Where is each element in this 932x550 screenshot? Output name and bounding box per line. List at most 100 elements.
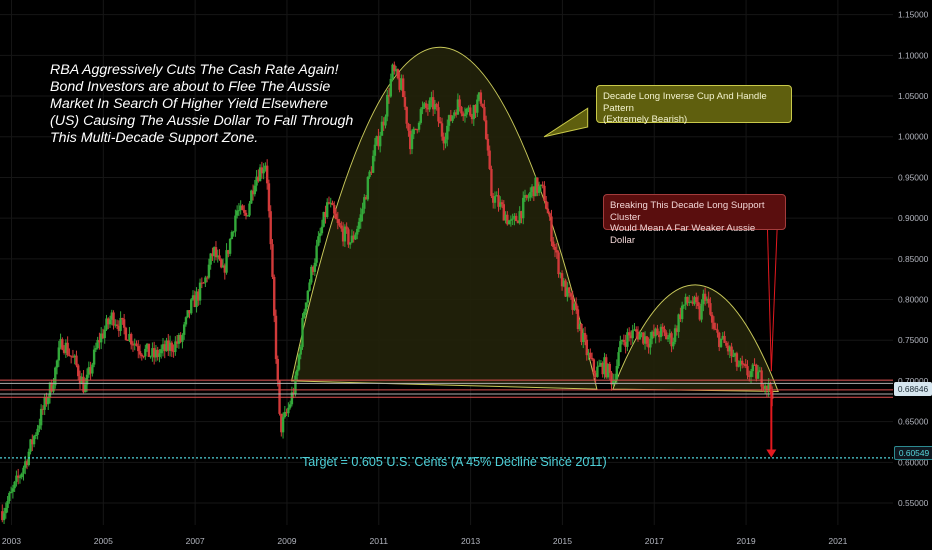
candle-body [389,78,392,97]
y-tick-label: 1.15000 [898,10,929,20]
candle-body [520,211,523,219]
candle-body [43,397,46,410]
candle-body [25,461,29,466]
candle-body [20,473,23,478]
commentary-text: RBA Aggressively Cuts The Cash Rate Agai… [50,62,353,147]
commentary-line: Market In Search Of Higher Yield Elsewhe… [50,96,328,112]
candle-body [560,273,564,287]
candle-body [304,302,308,312]
candle-body [594,373,597,377]
candle-body [227,250,230,254]
candle-body [433,104,437,110]
candle-body [144,348,147,357]
y-tick-label: 1.00000 [898,132,929,142]
candle-body [580,323,583,343]
candle-body [387,94,391,97]
candle-body [497,195,500,207]
cup-pattern-callout[interactable]: Decade Long Inverse Cup And Handle Patte… [596,85,792,125]
candle-body [469,107,472,116]
candle-body [243,209,246,213]
candle-body [463,114,467,117]
candle-body [334,213,338,220]
candle-body [631,330,634,339]
y-tick-label: 0.95000 [898,172,929,182]
candle-body [55,360,59,368]
candle-body [735,353,739,367]
candle-body [557,252,560,275]
candle-body [665,332,668,340]
candle-body [476,99,479,113]
candle-body [755,364,758,379]
candle-body [24,461,27,468]
candle-body [573,303,576,310]
candle-body [424,103,428,108]
candle-body [470,115,474,120]
candle-body [149,356,152,358]
candle-body [313,262,317,272]
support-cluster-callout[interactable]: Breaking This Decade Long Support Cluste… [603,194,786,246]
candle-body [137,346,140,352]
candle-body [216,255,219,258]
candle-body [398,78,401,90]
candle-body [751,364,754,372]
candle-body [237,210,241,212]
candle-body [322,211,325,227]
candle-body [652,331,656,337]
candle-body [689,301,693,303]
candle-body [483,107,486,121]
candle-body [41,408,45,410]
candle-body [744,364,747,367]
candle-body [1,511,4,521]
candle-body [299,347,302,355]
candle-body [122,319,126,328]
candle-body [294,375,297,395]
candle-body [207,264,211,278]
candle-body [710,314,714,323]
candle-body [138,351,142,355]
candle-body [234,215,237,232]
candle-body [495,195,498,197]
candle-body [430,97,433,101]
candle-body [725,342,728,346]
candle-body [91,364,94,374]
down-arrow-head [766,449,777,458]
candle-body [702,293,705,304]
candle-body [728,346,732,352]
axes: 0.55000 0.60000 0.65000 0.70000 0.75000 0.800… [2,10,929,546]
candle-body [601,362,604,375]
candle-body [700,303,703,320]
candle-body [267,183,271,212]
candle-body [179,335,182,342]
candle-body [380,121,384,136]
candle-body [477,92,481,100]
candle-body [437,107,440,122]
candle-body [548,213,551,217]
candle-body [654,328,657,337]
candle-body [352,235,355,240]
candle-body [490,168,493,197]
candle-body [54,367,57,386]
candle-body [115,324,119,326]
candle-body [511,218,514,220]
candle-body [624,341,627,347]
commentary-line: Bond Investors are about to Flee The Aus… [50,79,331,95]
candle-body [8,492,11,502]
candle-body [184,317,188,325]
candle-body [677,314,680,332]
candle-body [92,349,96,365]
candle-body [156,349,159,357]
candle-body [763,385,767,389]
candle-body [230,232,234,239]
candle-body [11,488,15,492]
candle-body [499,202,502,207]
candle-body [597,365,601,367]
candle-body [393,64,396,72]
candle-body [140,354,143,357]
candle-body [460,106,463,114]
candle-body [2,513,6,521]
candle-body [89,367,92,374]
candle-body [550,216,553,242]
candle-body [315,245,318,263]
candle-body [288,404,292,408]
